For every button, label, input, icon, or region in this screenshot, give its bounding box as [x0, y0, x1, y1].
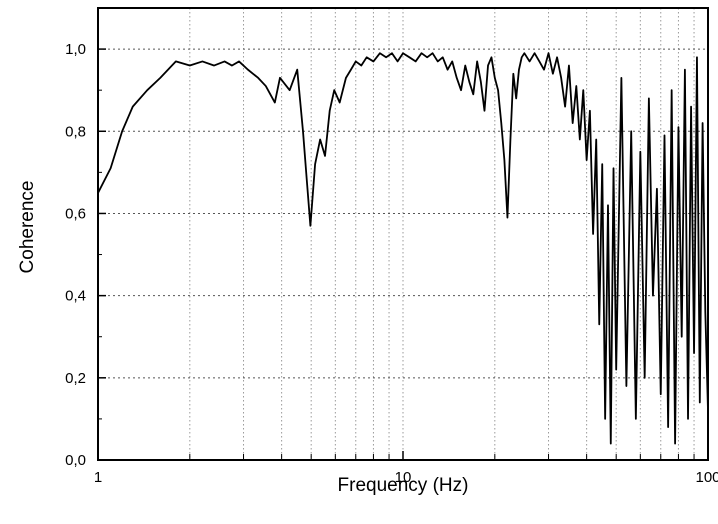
y-axis-title: Coherence — [17, 181, 38, 274]
plot-frame — [97, 7, 709, 461]
y-tick-label: 0,4 — [65, 288, 86, 305]
y-tick-label: 1,0 — [65, 41, 86, 58]
y-tick-label: 0,2 — [65, 370, 86, 387]
x-axis-title: Frequency (Hz) — [338, 475, 469, 496]
y-tick-label: 0,0 — [65, 452, 86, 469]
y-tick-labels: 0,0 0,2 0,4 0,6 0,8 1,0 — [65, 41, 86, 469]
coherence-series-line — [97, 52, 709, 445]
grid — [98, 8, 708, 460]
series-layer — [97, 52, 709, 445]
x-tick-label: 10 — [395, 469, 412, 486]
x-tick-labels: 1 10 100 — [94, 469, 718, 486]
x-tick-label: 1 — [94, 469, 102, 486]
x-tick-label: 100 — [695, 469, 718, 486]
y-tick-label: 0,8 — [65, 123, 86, 140]
y-tick-label: 0,6 — [65, 205, 86, 222]
